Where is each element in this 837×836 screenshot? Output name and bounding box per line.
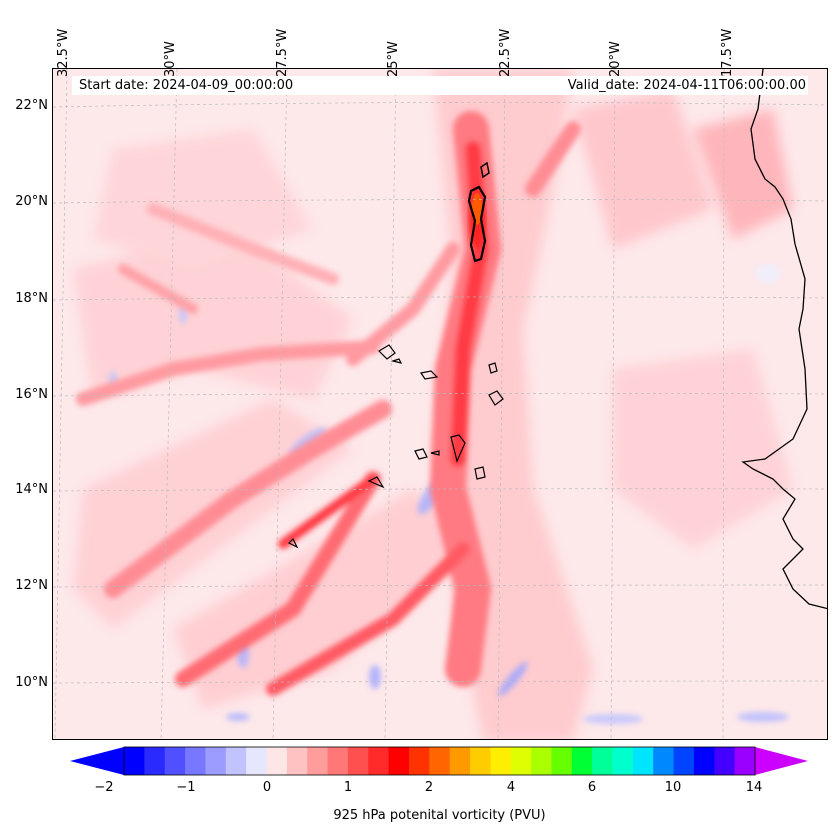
- colorbar-cell: [327, 747, 349, 775]
- colorbar-tick: 2: [424, 780, 434, 795]
- colorbar-cell: [185, 747, 206, 775]
- date-info-bar: [72, 76, 808, 95]
- colorbar-cell: [714, 747, 736, 775]
- lon-label: 27.5°W: [275, 28, 290, 77]
- pv-field-light: [73, 69, 793, 739]
- colorbar-cell: [205, 747, 227, 775]
- pv-contour: [467, 185, 487, 263]
- colorbar-cell: [246, 747, 267, 775]
- lat-label: 22°N: [15, 98, 48, 113]
- lon-label: 20°W: [608, 41, 623, 77]
- pv-contour-small: [480, 161, 490, 179]
- valid-date-label: Valid_date: 2024-04-11T06:00:00.00: [567, 78, 806, 93]
- colorbar-tick: 14: [745, 780, 763, 795]
- colorbar-cell: [429, 747, 451, 775]
- colorbar-tick: 6: [587, 780, 597, 795]
- colorbar-cell: [124, 747, 145, 775]
- colorbar-cell: [612, 747, 634, 775]
- colorbar-extend-right: [755, 747, 808, 775]
- lon-label: 25°W: [386, 41, 401, 77]
- colorbar-cell: [266, 747, 288, 775]
- colorbar-cell: [510, 747, 532, 775]
- start-date-label: Start date: 2024-04-09_00:00:00: [79, 78, 294, 93]
- lat-label: 20°N: [15, 194, 48, 209]
- colorbar-cell: [286, 747, 308, 775]
- colorbar-tick: 4: [506, 780, 516, 795]
- colorbar-cell: [653, 747, 675, 775]
- lat-label: 14°N: [15, 482, 48, 497]
- colorbar-cell: [632, 747, 654, 775]
- lat-label: 10°N: [15, 675, 48, 690]
- colorbar-tick: −2: [94, 780, 114, 795]
- map-panel: [52, 68, 828, 740]
- colorbar-cell: [470, 747, 491, 775]
- africa-coastline: [741, 69, 827, 610]
- colorbar-cell: [388, 747, 410, 775]
- colorbar-cell: [571, 747, 593, 775]
- lon-label: 32.5°W: [56, 28, 71, 77]
- lon-label: 17.5°W: [720, 28, 735, 77]
- islands: [287, 344, 504, 549]
- colorbar-label: 925 hPa potenital vorticity (PVU): [333, 808, 546, 823]
- colorbar-tick: 10: [664, 780, 682, 795]
- colorbar-cell: [490, 747, 512, 775]
- colorbar-cell: [408, 747, 430, 775]
- colorbar-cell: [693, 747, 715, 775]
- lat-label: 16°N: [15, 387, 48, 402]
- colorbar-cell: [673, 747, 695, 775]
- colorbar-cell: [144, 747, 166, 775]
- colorbar-cell: [368, 747, 390, 775]
- lon-label: 22.5°W: [498, 28, 513, 77]
- graticule: [53, 69, 827, 739]
- lat-label: 12°N: [15, 578, 48, 593]
- lon-label: 30°W: [163, 41, 178, 77]
- colorbar-tick: 1: [343, 780, 353, 795]
- colorbar-tick: 0: [262, 780, 272, 795]
- colorbar-cell: [734, 747, 756, 775]
- colorbar-cell: [225, 747, 247, 775]
- colorbar-extend-left: [70, 747, 124, 775]
- colorbar-outline: [123, 746, 756, 776]
- colorbar-tick: −1: [176, 780, 196, 795]
- colorbar-cell: [449, 747, 471, 775]
- colorbar-cell: [347, 747, 369, 775]
- colorbar-cell: [307, 747, 329, 775]
- colorbar-cell: [164, 747, 186, 775]
- potential-vorticity-map: [53, 69, 827, 739]
- lat-label: 18°N: [15, 291, 48, 306]
- colorbar-cell: [551, 747, 573, 775]
- colorbar: [70, 746, 808, 776]
- colorbar-cell: [531, 747, 552, 775]
- colorbar-cell: [592, 747, 614, 775]
